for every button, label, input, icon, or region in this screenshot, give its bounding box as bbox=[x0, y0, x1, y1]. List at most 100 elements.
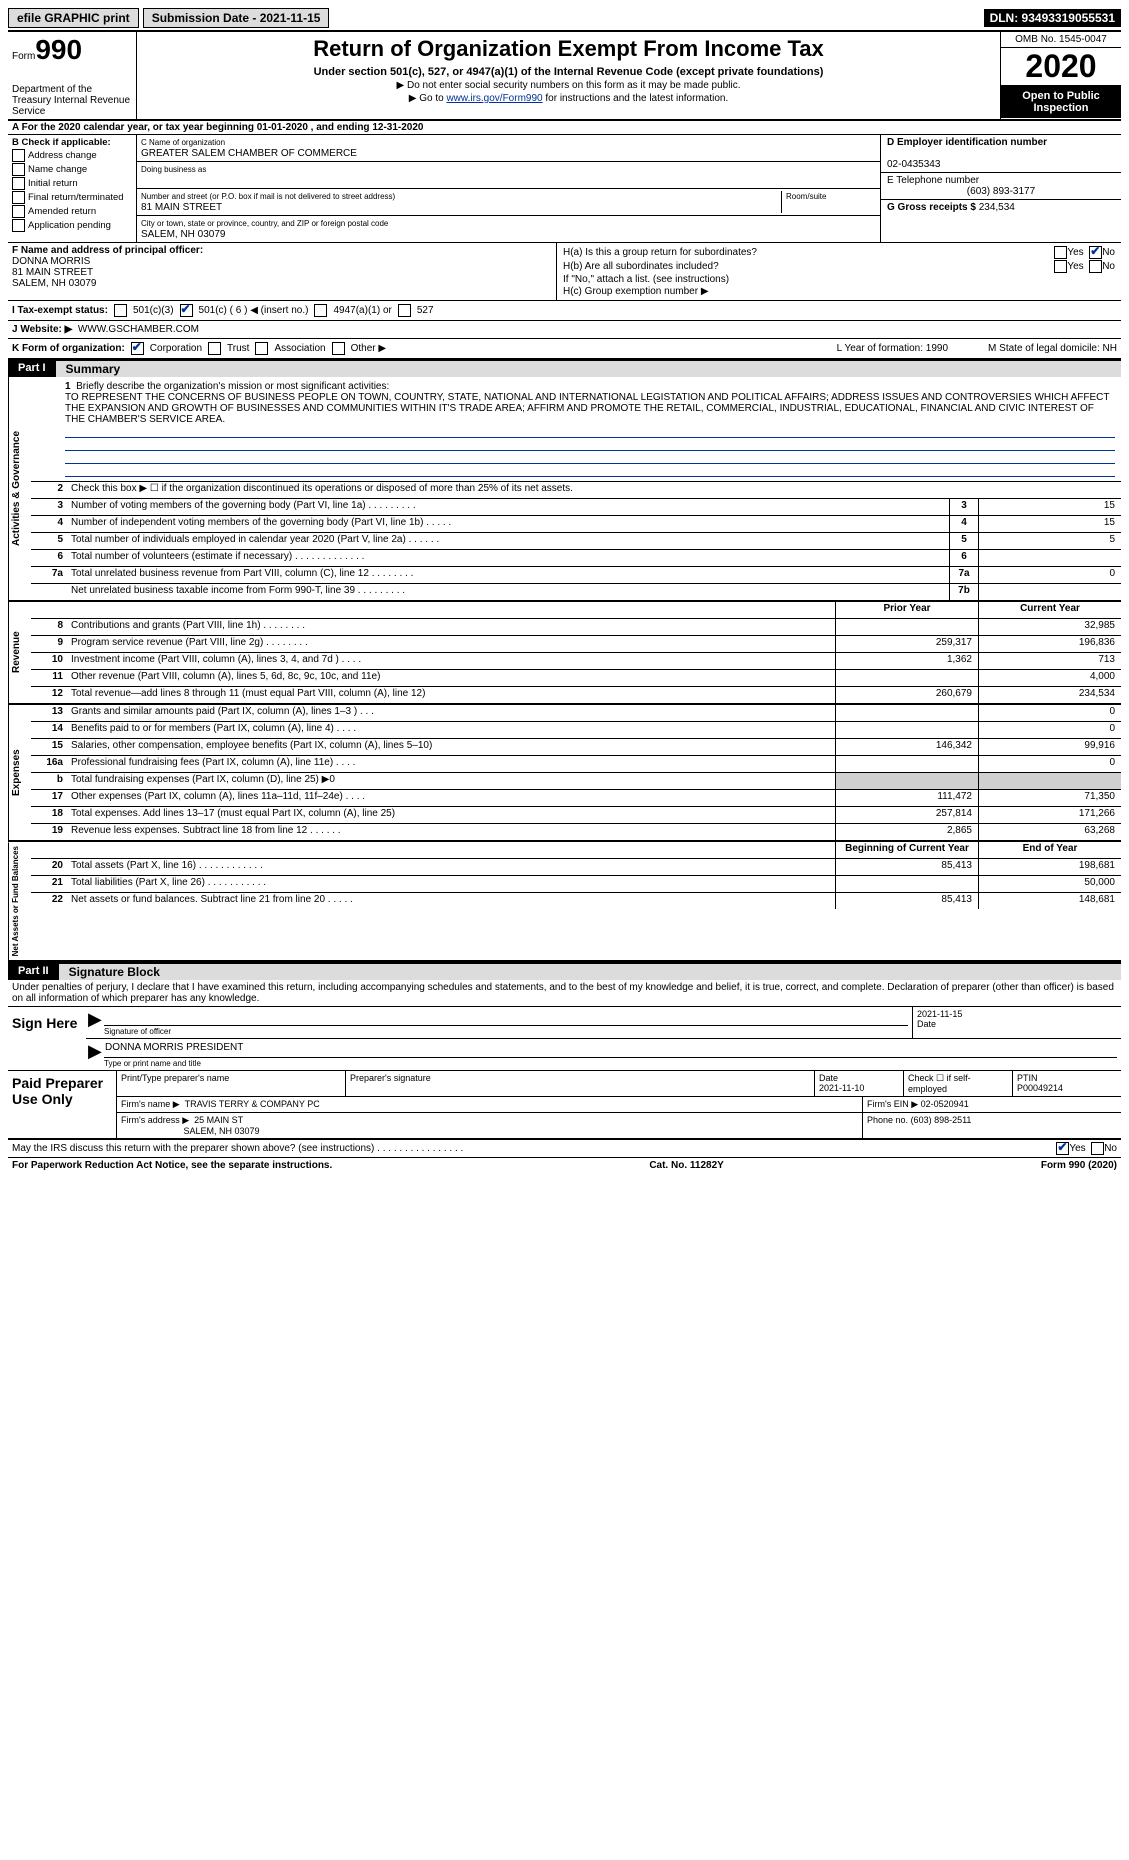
prior-14 bbox=[835, 722, 978, 738]
cat-no: Cat. No. 11282Y bbox=[649, 1160, 723, 1171]
line-10: Investment income (Part VIII, column (A)… bbox=[67, 653, 835, 669]
curr-18: 171,266 bbox=[978, 807, 1121, 823]
line-20: Total assets (Part X, line 16) . . . . .… bbox=[67, 859, 835, 875]
curr-19: 63,268 bbox=[978, 824, 1121, 840]
section-a-period: A For the 2020 calendar year, or tax yea… bbox=[8, 121, 1121, 135]
room-label: Room/suite bbox=[786, 192, 826, 201]
city-value: SALEM, NH 03079 bbox=[141, 229, 226, 240]
prior-9: 259,317 bbox=[835, 636, 978, 652]
chk-amended-return[interactable] bbox=[12, 205, 25, 218]
prior-17: 111,472 bbox=[835, 790, 978, 806]
chk-trust[interactable] bbox=[208, 342, 221, 355]
ha-label: H(a) Is this a group return for subordin… bbox=[563, 247, 1054, 258]
gross-receipts-value: 234,534 bbox=[979, 202, 1015, 213]
chk-hb-yes[interactable] bbox=[1054, 260, 1067, 273]
curr-16b bbox=[978, 773, 1121, 789]
line-8: Contributions and grants (Part VIII, lin… bbox=[67, 619, 835, 635]
line-13: Grants and similar amounts paid (Part IX… bbox=[67, 705, 835, 721]
mission-intro: 1 Briefly describe the organization's mi… bbox=[65, 381, 1115, 392]
chk-name-change[interactable] bbox=[12, 163, 25, 176]
line-3: Number of voting members of the governin… bbox=[67, 499, 949, 515]
chk-discuss-yes[interactable] bbox=[1056, 1142, 1069, 1155]
website-value: WWW.GSCHAMBER.COM bbox=[78, 324, 199, 335]
chk-initial-return[interactable] bbox=[12, 177, 25, 190]
curr-11: 4,000 bbox=[978, 670, 1121, 686]
chk-final-return[interactable] bbox=[12, 191, 25, 204]
chk-application-pending[interactable] bbox=[12, 219, 25, 232]
hdr-begin: Beginning of Current Year bbox=[835, 842, 978, 858]
irs-discuss-row: May the IRS discuss this return with the… bbox=[8, 1140, 1121, 1158]
val-7b bbox=[978, 584, 1121, 600]
hdr-end: End of Year bbox=[978, 842, 1121, 858]
prep-sig-label: Preparer's signature bbox=[350, 1073, 431, 1083]
firm-ein-value: 02-0520941 bbox=[921, 1099, 969, 1109]
officer-street: 81 MAIN STREET bbox=[12, 267, 93, 278]
prior-10: 1,362 bbox=[835, 653, 978, 669]
chk-hb-no[interactable] bbox=[1089, 260, 1102, 273]
irs-link[interactable]: www.irs.gov/Form990 bbox=[446, 93, 542, 104]
prior-11 bbox=[835, 670, 978, 686]
chk-discuss-no[interactable] bbox=[1091, 1142, 1104, 1155]
section-i-tax-status: I Tax-exempt status: 501(c)(3) 501(c) ( … bbox=[8, 301, 1121, 321]
chk-corporation[interactable] bbox=[131, 342, 144, 355]
paid-preparer-block: Paid Preparer Use Only Print/Type prepar… bbox=[8, 1071, 1121, 1140]
part-i-header: Part I bbox=[8, 361, 56, 377]
omb-number: OMB No. 1545-0047 bbox=[1001, 32, 1121, 48]
chk-ha-no[interactable] bbox=[1089, 246, 1102, 259]
officer-name: DONNA MORRIS bbox=[12, 256, 90, 267]
curr-14: 0 bbox=[978, 722, 1121, 738]
curr-22: 148,681 bbox=[978, 893, 1121, 909]
chk-ha-yes[interactable] bbox=[1054, 246, 1067, 259]
hb-label: H(b) Are all subordinates included? bbox=[563, 261, 1054, 272]
section-k-form-org: K Form of organization: Corporation Trus… bbox=[8, 339, 1121, 359]
irs-discuss-label: May the IRS discuss this return with the… bbox=[12, 1143, 1056, 1154]
curr-9: 196,836 bbox=[978, 636, 1121, 652]
val-5: 5 bbox=[978, 533, 1121, 549]
prior-16a bbox=[835, 756, 978, 772]
curr-8: 32,985 bbox=[978, 619, 1121, 635]
line-4: Number of independent voting members of … bbox=[67, 516, 949, 532]
line-15: Salaries, other compensation, employee b… bbox=[67, 739, 835, 755]
chk-501c3[interactable] bbox=[114, 304, 127, 317]
line-7b: Net unrelated business taxable income fr… bbox=[67, 584, 949, 600]
ptin-value: P00049214 bbox=[1017, 1083, 1063, 1093]
top-toolbar: efile GRAPHIC print Submission Date - 20… bbox=[8, 8, 1121, 28]
chk-501c[interactable] bbox=[180, 304, 193, 317]
paperwork-notice: For Paperwork Reduction Act Notice, see … bbox=[12, 1160, 332, 1171]
firm-addr-1: 25 MAIN ST bbox=[194, 1115, 243, 1125]
vert-expenses: Expenses bbox=[8, 705, 31, 840]
chk-other[interactable] bbox=[332, 342, 345, 355]
chk-527[interactable] bbox=[398, 304, 411, 317]
form-page-label: Form 990 (2020) bbox=[1041, 1160, 1117, 1171]
chk-4947[interactable] bbox=[314, 304, 327, 317]
curr-15: 99,916 bbox=[978, 739, 1121, 755]
org-name: GREATER SALEM CHAMBER OF COMMERCE bbox=[141, 148, 357, 159]
curr-13: 0 bbox=[978, 705, 1121, 721]
k-label: K Form of organization: bbox=[12, 343, 125, 354]
perjury-declaration: Under penalties of perjury, I declare th… bbox=[8, 980, 1121, 1006]
tax-year: 2020 bbox=[1001, 48, 1121, 86]
sig-officer-label: Signature of officer bbox=[104, 1026, 908, 1036]
curr-20: 198,681 bbox=[978, 859, 1121, 875]
line-22: Net assets or fund balances. Subtract li… bbox=[67, 893, 835, 909]
prior-22: 85,413 bbox=[835, 893, 978, 909]
vert-revenue: Revenue bbox=[8, 602, 31, 703]
submission-date-button[interactable]: Submission Date - 2021-11-15 bbox=[143, 8, 330, 28]
chk-association[interactable] bbox=[255, 342, 268, 355]
sign-here-label: Sign Here bbox=[8, 1007, 86, 1070]
b-label: B Check if applicable: bbox=[12, 137, 111, 148]
officer-label: F Name and address of principal officer: bbox=[12, 245, 203, 256]
section-d-e-g: D Employer identification number 02-0435… bbox=[881, 135, 1121, 242]
efile-print-button[interactable]: efile GRAPHIC print bbox=[8, 8, 139, 28]
chk-address-change[interactable] bbox=[12, 149, 25, 162]
curr-21: 50,000 bbox=[978, 876, 1121, 892]
firm-phone-label: Phone no. bbox=[867, 1115, 908, 1125]
line-19: Revenue less expenses. Subtract line 18 … bbox=[67, 824, 835, 840]
firm-addr-label: Firm's address ▶ bbox=[121, 1115, 189, 1125]
ptin-label: PTIN bbox=[1017, 1073, 1038, 1083]
ein-label: D Employer identification number bbox=[887, 137, 1047, 148]
goto-prefix: ▶ Go to bbox=[409, 93, 447, 104]
firm-phone-value: (603) 898-2511 bbox=[911, 1115, 972, 1125]
hdr-prior: Prior Year bbox=[835, 602, 978, 618]
org-name-label: C Name of organization bbox=[141, 138, 225, 147]
